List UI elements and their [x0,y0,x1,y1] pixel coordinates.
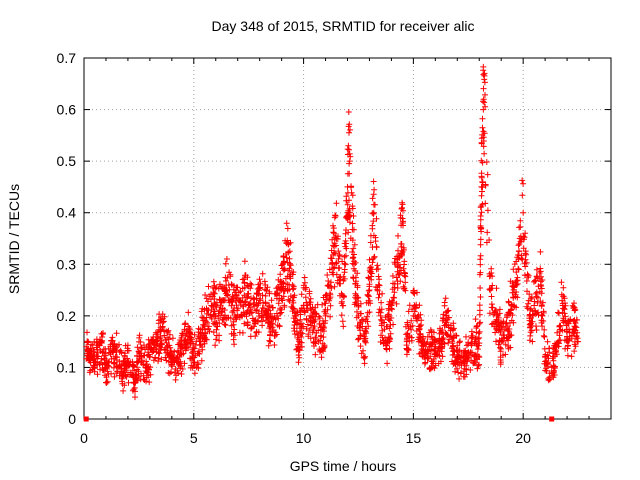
zero-marker [549,416,555,422]
y-tick-label: 0.5 [57,153,77,169]
y-tick-label: 0 [68,411,76,427]
x-tick-label: 20 [515,430,531,446]
x-tick-label: 5 [190,430,198,446]
x-tick-label: 10 [296,430,312,446]
zero-marker [83,416,89,422]
y-tick-label: 0.7 [57,50,77,66]
y-tick-label: 0.2 [57,308,77,324]
y-axis-label: SRMTID / TECUs [6,184,22,294]
chart-title: Day 348 of 2015, SRMTID for receiver ali… [212,18,475,34]
y-tick-label: 0.4 [57,205,77,221]
x-axis-label: GPS time / hours [290,458,397,474]
data-point [520,209,527,216]
data-points [83,63,582,422]
data-point [256,297,263,304]
x-tick-label: 0 [80,430,88,446]
x-tick-label: 15 [406,430,422,446]
axis-ticks: 0 5 10 15 20 0 0.1 0.2 0.3 0.4 0.5 0.6 0.7 [57,50,611,446]
dense-scatter-points [83,63,581,401]
y-tick-label: 0.1 [57,359,77,375]
y-tick-label: 0.3 [57,256,77,272]
y-tick-label: 0.6 [57,102,77,118]
